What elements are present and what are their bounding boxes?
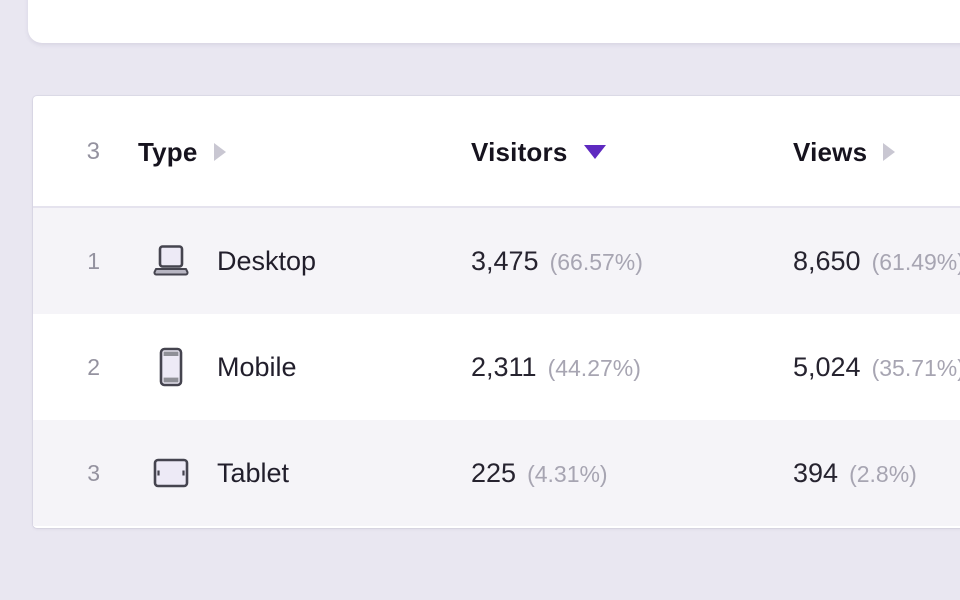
row-index: 3 bbox=[87, 459, 100, 486]
table-row-tablet[interactable]: 3 Tablet 225 (4.31%) 394 (2.8%) bbox=[33, 420, 960, 526]
table-header-row: 3 Type Visitors Views bbox=[33, 96, 960, 208]
column-header-views[interactable]: Views bbox=[793, 137, 960, 168]
row-index: 2 bbox=[87, 353, 100, 380]
device-breakdown-table: 3 Type Visitors Views 1 Desktop 3,47 bbox=[33, 96, 960, 528]
sort-right-icon bbox=[213, 143, 226, 161]
table-row-mobile[interactable]: 2 Mobile 2,311 (44.27%) 5,024 (35.71%) bbox=[33, 314, 960, 420]
row-index: 1 bbox=[87, 247, 100, 274]
column-header-visitors-label: Visitors bbox=[471, 136, 568, 167]
views-value: 5,024 bbox=[793, 351, 861, 382]
top-card bbox=[28, 0, 960, 43]
visitors-value: 3,475 bbox=[471, 245, 539, 276]
views-percent: (61.49%) bbox=[871, 248, 960, 275]
device-type-label: Mobile bbox=[217, 351, 297, 382]
visitors-percent: (44.27%) bbox=[547, 354, 641, 381]
visitors-value: 225 bbox=[471, 457, 517, 488]
smartphone-icon bbox=[152, 347, 190, 387]
laptop-icon bbox=[152, 241, 190, 281]
views-value: 394 bbox=[793, 457, 839, 488]
visitors-percent: (66.57%) bbox=[549, 248, 643, 275]
device-type-label: Tablet bbox=[217, 457, 290, 488]
views-percent: (2.8%) bbox=[849, 460, 917, 487]
row-count: 3 bbox=[86, 138, 100, 165]
column-header-type[interactable]: Type bbox=[138, 137, 471, 168]
visitors-value: 2,311 bbox=[471, 351, 537, 382]
device-type-label: Desktop bbox=[217, 245, 317, 276]
table-row-desktop[interactable]: 1 Desktop 3,475 (66.57%) 8,650 (61.49%) bbox=[33, 208, 960, 314]
column-header-type-label: Type bbox=[138, 136, 198, 167]
visitors-percent: (4.31%) bbox=[527, 460, 608, 487]
views-value: 8,650 bbox=[793, 245, 861, 276]
column-header-views-label: Views bbox=[793, 136, 868, 167]
views-percent: (35.71%) bbox=[871, 354, 960, 381]
sort-right-icon bbox=[883, 143, 896, 161]
sort-desc-icon bbox=[583, 145, 606, 159]
column-header-visitors[interactable]: Visitors bbox=[471, 137, 793, 168]
tablet-icon bbox=[152, 453, 190, 493]
